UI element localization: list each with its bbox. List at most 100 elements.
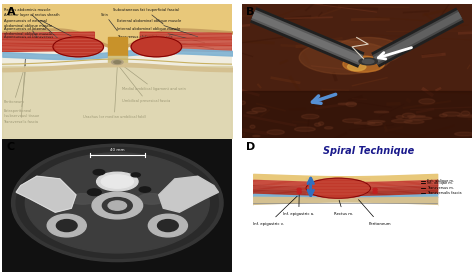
Ellipse shape [306,178,371,198]
Text: C: C [7,142,15,152]
Ellipse shape [111,60,123,64]
Text: D: D [246,142,255,152]
Text: Transversus m.: Transversus m. [427,186,454,190]
Ellipse shape [319,122,324,125]
Ellipse shape [455,132,474,136]
Text: Int. oblique m.: Int. oblique m. [427,181,453,185]
Ellipse shape [16,148,219,258]
Ellipse shape [131,37,182,57]
Ellipse shape [363,59,374,64]
Ellipse shape [343,56,384,72]
Ellipse shape [267,130,284,134]
Ellipse shape [359,58,377,65]
Ellipse shape [131,173,140,177]
Ellipse shape [408,116,425,117]
Ellipse shape [347,63,366,71]
Ellipse shape [439,114,447,117]
Text: Umbilical prevesical fascia: Umbilical prevesical fascia [118,64,170,103]
Text: Transversalis fascia: Transversalis fascia [3,59,39,124]
Text: Transversalis fascia: Transversalis fascia [427,191,461,194]
Ellipse shape [148,214,187,237]
Polygon shape [242,91,472,138]
Ellipse shape [250,125,255,128]
Ellipse shape [69,194,97,204]
Ellipse shape [108,201,127,210]
Ellipse shape [102,197,132,214]
Text: Ext. oblique m.: Ext. oblique m. [427,179,454,183]
Ellipse shape [97,172,138,191]
Polygon shape [2,32,94,40]
Ellipse shape [247,112,258,114]
Text: Inf. epigastric v.: Inf. epigastric v. [253,196,297,226]
Ellipse shape [87,189,101,196]
Text: Anterior layer of rectus sheath: Anterior layer of rectus sheath [3,13,71,36]
Ellipse shape [297,188,301,191]
Ellipse shape [368,122,382,125]
Polygon shape [108,37,127,56]
Text: 40 mm: 40 mm [110,148,125,152]
Text: Transversus abdominis muscle: Transversus abdominis muscle [118,35,214,49]
Ellipse shape [239,101,246,104]
Ellipse shape [157,219,178,232]
Text: Medial umbilical ligament and vein: Medial umbilical ligament and vein [118,62,186,91]
Text: Subcutaneous fat (superficial fascia): Subcutaneous fat (superficial fascia) [113,8,179,24]
Text: Internal abdominal oblique muscle: Internal abdominal oblique muscle [118,27,205,43]
Text: B: B [246,7,255,17]
Ellipse shape [253,135,260,137]
Ellipse shape [138,194,165,204]
Text: Spiral Technique: Spiral Technique [322,145,414,156]
Text: Peritoneum: Peritoneum [3,65,26,104]
Ellipse shape [409,117,432,120]
Text: A: A [7,7,16,17]
Text: Extraperitoneal
(subservous) tissue: Extraperitoneal (subservous) tissue [3,71,39,118]
Ellipse shape [297,191,301,193]
Ellipse shape [396,116,403,119]
Ellipse shape [56,219,77,232]
Ellipse shape [392,119,412,123]
Polygon shape [2,38,94,45]
Ellipse shape [92,192,143,219]
Text: Rectus m.: Rectus m. [334,200,353,216]
Ellipse shape [93,170,105,175]
Ellipse shape [374,111,389,113]
Text: External abdominal oblique muscle: External abdominal oblique muscle [118,19,198,37]
Ellipse shape [373,188,377,191]
Ellipse shape [334,37,402,64]
Ellipse shape [301,114,319,119]
Ellipse shape [354,122,375,124]
Ellipse shape [404,120,424,123]
Text: Aponeurosis of internal
abdominal oblique muscle: Aponeurosis of internal abdominal obliqu… [3,28,52,43]
Polygon shape [2,44,94,51]
Polygon shape [140,38,232,45]
Text: Inf. epigastric a.: Inf. epigastric a. [283,195,314,216]
Text: Rectus abdominis muscle: Rectus abdominis muscle [3,8,60,40]
Ellipse shape [419,99,435,104]
Text: Skin: Skin [101,13,118,31]
Polygon shape [2,4,232,48]
Ellipse shape [458,115,474,117]
Ellipse shape [343,119,362,123]
Ellipse shape [11,144,223,262]
Polygon shape [108,56,127,63]
Ellipse shape [53,37,103,57]
Ellipse shape [338,103,357,104]
Ellipse shape [139,187,151,192]
Ellipse shape [443,112,461,116]
Ellipse shape [299,41,391,74]
Polygon shape [140,32,232,40]
Text: Urachus (or median umbilical fold): Urachus (or median umbilical fold) [83,66,146,119]
Ellipse shape [101,175,133,188]
Ellipse shape [26,153,210,253]
Ellipse shape [402,113,415,118]
Ellipse shape [47,214,86,237]
Text: Peritoneum: Peritoneum [358,200,391,226]
Text: Aponeurosis of external
abdominal oblique muscle: Aponeurosis of external abdominal obliqu… [3,20,52,37]
Ellipse shape [346,102,356,106]
Ellipse shape [294,127,315,131]
Text: Aponeurosis of transversus
abdominis muscle: Aponeurosis of transversus abdominis mus… [3,35,53,49]
Ellipse shape [314,123,321,126]
Ellipse shape [324,127,333,129]
Ellipse shape [373,191,377,193]
Polygon shape [16,176,76,212]
Ellipse shape [367,120,385,122]
